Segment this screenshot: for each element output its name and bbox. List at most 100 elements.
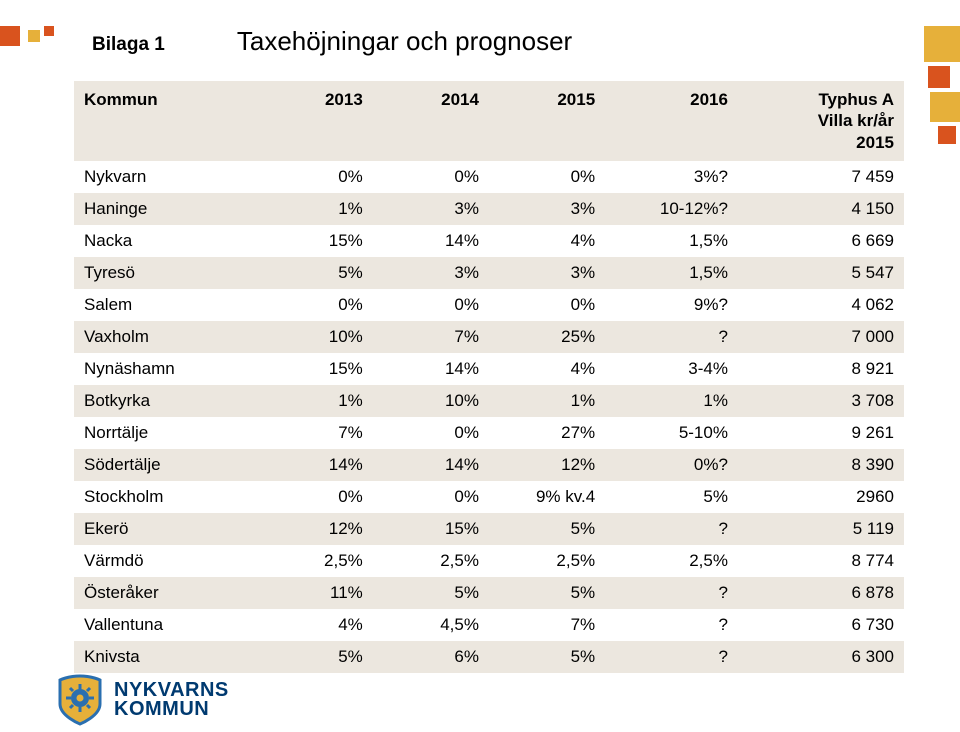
decor-square	[44, 26, 54, 36]
table-row: Norrtälje7%0%27%5-10%9 261	[74, 417, 904, 449]
table-cell: Ekerö	[74, 513, 257, 545]
table-cell: 0%	[257, 289, 373, 321]
table-header-cell: 2013	[257, 81, 373, 161]
table-cell: 7%	[257, 417, 373, 449]
table-cell: 4%	[257, 609, 373, 641]
table-cell: Nacka	[74, 225, 257, 257]
table-cell: 0%	[489, 161, 605, 193]
table-row: Stockholm0%0%9% kv.45%2960	[74, 481, 904, 513]
logo-sub: KOMMUN	[114, 700, 229, 719]
table-cell: 25%	[489, 321, 605, 353]
table-cell: 3%?	[605, 161, 738, 193]
table-cell: 0%	[373, 417, 489, 449]
table-cell: 2960	[738, 481, 904, 513]
table-cell: 3%	[373, 257, 489, 289]
table-cell: 14%	[373, 225, 489, 257]
table-cell: Knivsta	[74, 641, 257, 673]
table-header-cell: 2015	[489, 81, 605, 161]
table-cell: Haninge	[74, 193, 257, 225]
table-cell: 4 062	[738, 289, 904, 321]
logo-text: NYKVARNS KOMMUN	[114, 681, 229, 719]
decor-square	[928, 66, 950, 88]
table-cell: 4,5%	[373, 609, 489, 641]
table-cell: 10%	[257, 321, 373, 353]
table-cell: 5%	[605, 481, 738, 513]
table-cell: 7 459	[738, 161, 904, 193]
table-cell: 4 150	[738, 193, 904, 225]
table-cell: 10-12%?	[605, 193, 738, 225]
table-cell: 5%	[257, 641, 373, 673]
decor-square	[28, 30, 40, 42]
table-cell: ?	[605, 321, 738, 353]
table-cell: 14%	[257, 449, 373, 481]
data-table: Kommun2013201420152016Typhus AVilla kr/å…	[74, 81, 904, 673]
table-cell: ?	[605, 577, 738, 609]
table-cell: 3 708	[738, 385, 904, 417]
table-row: Botkyrka1%10%1%1%3 708	[74, 385, 904, 417]
table-cell: 3-4%	[605, 353, 738, 385]
table-row: Ekerö12%15%5%?5 119	[74, 513, 904, 545]
table-cell: Tyresö	[74, 257, 257, 289]
table-row: Södertälje14%14%12%0%?8 390	[74, 449, 904, 481]
table-cell: 12%	[257, 513, 373, 545]
table-row: Vallentuna4%4,5%7%?6 730	[74, 609, 904, 641]
table-cell: Norrtälje	[74, 417, 257, 449]
table-row: Värmdö2,5%2,5%2,5%2,5%8 774	[74, 545, 904, 577]
municipality-logo: NYKVARNS KOMMUN	[56, 674, 229, 732]
table-cell: 5%	[257, 257, 373, 289]
table-cell: 6 669	[738, 225, 904, 257]
shield-icon	[56, 674, 104, 726]
page-header: Bilaga 1 Taxehöjningar och prognoser	[92, 26, 960, 57]
table-cell: Salem	[74, 289, 257, 321]
table-cell: 8 390	[738, 449, 904, 481]
table-row: Haninge1%3%3%10-12%?4 150	[74, 193, 904, 225]
table-cell: 1,5%	[605, 225, 738, 257]
table-cell: 3%	[489, 193, 605, 225]
table-cell: ?	[605, 513, 738, 545]
table-cell: 0%	[373, 161, 489, 193]
table-row: Vaxholm10%7%25%?7 000	[74, 321, 904, 353]
table-cell: 15%	[257, 225, 373, 257]
table-cell: 6 878	[738, 577, 904, 609]
table-cell: 5 119	[738, 513, 904, 545]
table-cell: 1%	[257, 193, 373, 225]
table-cell: 2,5%	[257, 545, 373, 577]
table-cell: 0%	[257, 481, 373, 513]
table-cell: Stockholm	[74, 481, 257, 513]
table-cell: 27%	[489, 417, 605, 449]
table-cell: Botkyrka	[74, 385, 257, 417]
table-header-row: Kommun2013201420152016Typhus AVilla kr/å…	[74, 81, 904, 161]
table-cell: 7%	[489, 609, 605, 641]
table-cell: 4%	[489, 353, 605, 385]
table-cell: 5-10%	[605, 417, 738, 449]
table-cell: 7%	[373, 321, 489, 353]
table-header-cell: Typhus AVilla kr/år2015	[738, 81, 904, 161]
table-cell: 5%	[489, 513, 605, 545]
table-header-cell: 2014	[373, 81, 489, 161]
table-cell: 10%	[373, 385, 489, 417]
table-cell: 5%	[373, 577, 489, 609]
table-cell: 5%	[489, 577, 605, 609]
table-cell: 0%	[373, 481, 489, 513]
table-cell: Värmdö	[74, 545, 257, 577]
table-header-cell: 2016	[605, 81, 738, 161]
table-cell: 2,5%	[489, 545, 605, 577]
table-cell: 1%	[605, 385, 738, 417]
table-row: Österåker11%5%5%?6 878	[74, 577, 904, 609]
table-cell: 2,5%	[373, 545, 489, 577]
decor-right	[924, 26, 960, 166]
table-cell: 4%	[489, 225, 605, 257]
table-cell: Österåker	[74, 577, 257, 609]
table-cell: ?	[605, 641, 738, 673]
table-row: Nynäshamn15%14%4%3-4%8 921	[74, 353, 904, 385]
page-title: Taxehöjningar och prognoser	[237, 26, 572, 57]
table-cell: 6%	[373, 641, 489, 673]
decor-top-left	[0, 26, 120, 54]
table-cell: 1,5%	[605, 257, 738, 289]
table-cell: 1%	[489, 385, 605, 417]
table-cell: 0%	[373, 289, 489, 321]
table-cell: 1%	[257, 385, 373, 417]
table-cell: 9% kv.4	[489, 481, 605, 513]
decor-square	[938, 126, 956, 144]
table-cell: 11%	[257, 577, 373, 609]
